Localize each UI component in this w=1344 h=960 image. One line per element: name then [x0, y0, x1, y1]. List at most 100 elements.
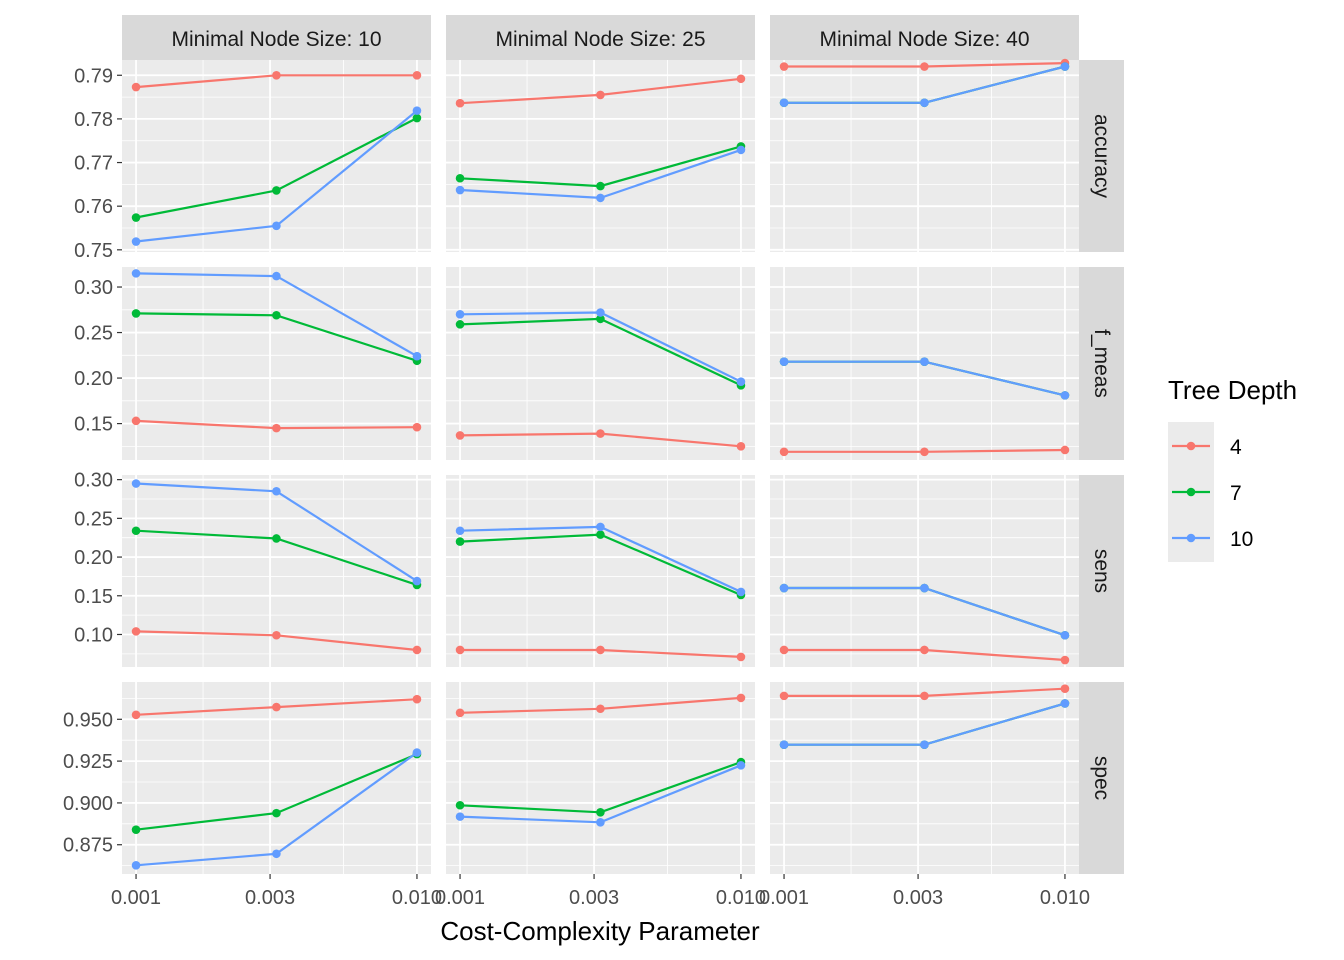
data-point-depth-4: [736, 442, 746, 451]
facet-strip-row-label-0: accuracy: [1090, 114, 1113, 199]
panel-background: [770, 60, 1079, 252]
data-point-depth-7: [596, 807, 605, 817]
data-point-depth-7: [412, 113, 422, 123]
y-tick-label: 0.25: [74, 323, 113, 345]
data-point-depth-4: [596, 704, 605, 714]
data-point-depth-4: [131, 82, 141, 92]
data-point-depth-7: [131, 213, 141, 222]
facet-panels: Minimal Node Size: 10 Minimal Node Size: …: [63, 15, 1124, 909]
x-tick-label: 0.010: [716, 887, 766, 909]
data-point-depth-10: [596, 308, 605, 317]
data-point-depth-10: [131, 237, 141, 246]
y-tick-label: 0.875: [63, 835, 113, 857]
panel-f_meas-col-2: [770, 267, 1079, 460]
data-point-depth-10: [412, 576, 422, 586]
data-point-depth-4: [412, 422, 422, 432]
data-point-depth-4: [272, 702, 281, 712]
x-tick-label: 0.003: [893, 887, 943, 909]
legend-key-point-7: [1186, 487, 1196, 497]
data-point-depth-4: [131, 416, 141, 426]
x-tick-label: 0.003: [569, 887, 619, 909]
data-point-depth-4: [736, 74, 746, 84]
legend-key-point-10: [1186, 533, 1196, 543]
y-tick-label: 0.78: [74, 109, 113, 131]
data-point-depth-4: [455, 708, 465, 718]
panel-background: [446, 475, 755, 667]
y-tick-label: 0.15: [74, 586, 113, 608]
data-point-depth-7: [131, 526, 141, 536]
y-tick-label: 0.75: [74, 240, 113, 262]
data-point-depth-10: [272, 849, 281, 859]
x-axis-title: Cost-Complexity Parameter: [440, 916, 760, 946]
data-point-depth-4: [412, 694, 422, 704]
data-point-depth-4: [596, 429, 605, 438]
data-point-depth-4: [920, 645, 929, 655]
data-point-depth-10: [412, 351, 422, 361]
data-point-depth-10: [736, 587, 746, 597]
panel-background: [122, 60, 431, 252]
x-tick-label: 0.001: [111, 887, 161, 909]
data-point-depth-10: [779, 357, 789, 366]
data-point-depth-7: [596, 314, 605, 324]
panel-accuracy-col-2: [770, 58, 1079, 252]
facet-strip-col-label-1: Minimal Node Size: 25: [495, 28, 705, 51]
data-point-depth-10: [455, 526, 465, 536]
legend-title: Tree Depth: [1168, 375, 1297, 405]
facet-strip-col-label-2: Minimal Node Size: 40: [819, 28, 1029, 51]
data-point-depth-4: [920, 447, 929, 457]
panel-accuracy-col-1: [446, 60, 755, 252]
facet-strip-col-label-0: Minimal Node Size: 10: [171, 28, 381, 51]
data-point-depth-10: [455, 812, 465, 821]
data-point-depth-7: [596, 530, 605, 539]
data-point-depth-10: [272, 221, 281, 231]
y-tick-label: 0.30: [74, 277, 113, 299]
data-point-depth-10: [272, 271, 281, 281]
data-point-depth-4: [272, 630, 281, 640]
panel-f_meas-col-0: [122, 267, 431, 460]
facet-strip-row-label-1: f_meas: [1090, 329, 1113, 398]
facet-strip-col-1: [446, 15, 755, 60]
panel-spec-col-0: [122, 682, 431, 874]
data-point-depth-4: [736, 652, 746, 662]
y-tick-label: 0.900: [63, 793, 113, 815]
facet-strip-row-label-3: spec: [1090, 756, 1113, 800]
data-point-depth-10: [920, 98, 929, 108]
data-point-depth-10: [1060, 630, 1070, 640]
data-point-depth-10: [596, 818, 605, 827]
data-point-depth-7: [455, 800, 465, 810]
x-tick-label: 0.003: [245, 887, 295, 909]
y-tick-label: 0.77: [74, 153, 113, 175]
facet-strip-row-3: [1079, 682, 1124, 874]
legend-label-4: 4: [1230, 436, 1242, 459]
data-point-depth-4: [736, 693, 746, 703]
panel-f_meas-col-1: [446, 267, 755, 460]
y-tick-label: 0.79: [74, 65, 113, 87]
panel-spec-col-2: [770, 682, 1079, 874]
data-point-depth-10: [920, 583, 929, 593]
y-tick-label: 0.25: [74, 508, 113, 530]
data-point-depth-4: [920, 691, 929, 701]
data-point-depth-4: [272, 423, 281, 433]
panel-sens-col-0: [122, 475, 431, 667]
data-point-depth-7: [272, 808, 281, 818]
data-point-depth-4: [412, 70, 422, 80]
y-tick-label: 0.20: [74, 547, 113, 569]
facet-strip-col-2: [770, 15, 1079, 60]
y-tick-label: 0.10: [74, 624, 113, 646]
data-point-depth-10: [736, 145, 746, 155]
panel-sens-col-2: [770, 475, 1079, 667]
data-point-depth-4: [779, 62, 789, 71]
legend: Tree Depth 4 7 10: [1168, 375, 1297, 562]
facet-strip-col-0: [122, 15, 431, 60]
data-point-depth-4: [779, 447, 789, 457]
data-point-depth-4: [920, 62, 929, 71]
data-point-depth-7: [131, 825, 141, 834]
y-tick-label: 0.76: [74, 196, 113, 218]
y-tick-label: 0.30: [74, 470, 113, 492]
data-point-depth-10: [736, 377, 746, 387]
facet-strip-row-0: [1079, 60, 1124, 252]
data-point-depth-10: [455, 185, 465, 195]
data-point-depth-10: [272, 486, 281, 496]
data-point-depth-4: [596, 645, 605, 655]
data-point-depth-7: [272, 534, 281, 543]
